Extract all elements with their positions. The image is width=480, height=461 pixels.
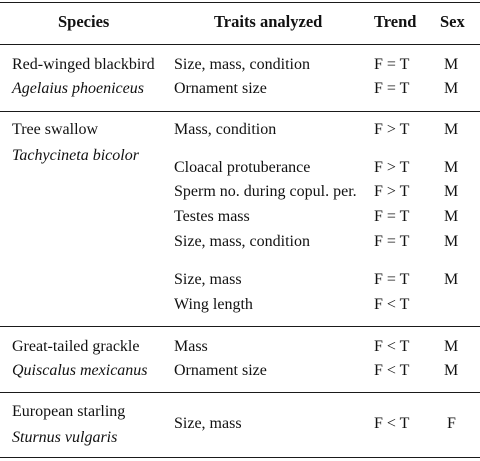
header-traits: Traits analyzed bbox=[214, 12, 323, 31]
trend-cell: F = T bbox=[374, 233, 410, 250]
sex-cell: M bbox=[444, 208, 459, 225]
trend-cell: F = T bbox=[374, 56, 410, 73]
trait-cell: Mass, condition bbox=[174, 121, 277, 138]
sex-cell: M bbox=[444, 121, 459, 138]
header-trend: Trend bbox=[374, 12, 417, 31]
sex-cell: M bbox=[444, 56, 459, 73]
trend-cell: F > T bbox=[374, 121, 410, 138]
bottom-rule bbox=[0, 457, 480, 458]
species-latin-name: Tachycineta bicolor bbox=[12, 147, 139, 164]
group-rule bbox=[0, 326, 480, 327]
species-common-name: Tree swallow bbox=[12, 121, 99, 138]
sex-cell: M bbox=[444, 183, 459, 200]
species-latin-name: Agelaius phoeniceus bbox=[12, 80, 144, 97]
species-latin-name: Quiscalus mexicanus bbox=[12, 362, 148, 379]
trend-cell: F = T bbox=[374, 208, 410, 225]
header-rule bbox=[0, 44, 480, 45]
trend-cell: F < T bbox=[374, 415, 410, 432]
trend-cell: F < T bbox=[374, 362, 410, 379]
trait-cell: Ornament size bbox=[174, 80, 267, 97]
trait-cell: Mass bbox=[174, 338, 208, 355]
trend-cell: F < T bbox=[374, 338, 410, 355]
trait-cell: Size, mass bbox=[174, 415, 242, 432]
trait-cell: Wing length bbox=[174, 296, 253, 313]
sex-cell: M bbox=[444, 159, 459, 176]
group-rule bbox=[0, 392, 480, 393]
species-common-name: Great-tailed grackle bbox=[12, 338, 140, 355]
trend-cell: F = T bbox=[374, 80, 410, 97]
group-rule bbox=[0, 111, 480, 112]
trait-cell: Size, mass bbox=[174, 271, 242, 288]
species-common-name: European starling bbox=[12, 403, 126, 420]
trait-cell: Sperm no. during copul. per. bbox=[174, 183, 357, 200]
sex-cell: M bbox=[444, 271, 459, 288]
species-common-name: Red-winged blackbird bbox=[12, 56, 155, 73]
header-sex: Sex bbox=[440, 12, 465, 31]
trait-cell: Size, mass, condition bbox=[174, 233, 310, 250]
top-rule bbox=[0, 2, 480, 3]
sex-cell: M bbox=[444, 80, 459, 97]
species-latin-name: Sturnus vulgaris bbox=[12, 429, 118, 446]
trend-cell: F < T bbox=[374, 296, 410, 313]
sex-cell: M bbox=[444, 233, 459, 250]
sex-cell: F bbox=[447, 415, 456, 432]
trend-cell: F > T bbox=[374, 183, 410, 200]
trait-cell: Ornament size bbox=[174, 362, 267, 379]
trend-cell: F > T bbox=[374, 159, 410, 176]
header-species: Species bbox=[58, 12, 110, 31]
trait-cell: Cloacal protuberance bbox=[174, 159, 311, 176]
trend-cell: F = T bbox=[374, 271, 410, 288]
trait-cell: Testes mass bbox=[174, 208, 250, 225]
trait-cell: Size, mass, condition bbox=[174, 56, 310, 73]
sex-cell: M bbox=[444, 362, 459, 379]
sex-cell: M bbox=[444, 338, 459, 355]
